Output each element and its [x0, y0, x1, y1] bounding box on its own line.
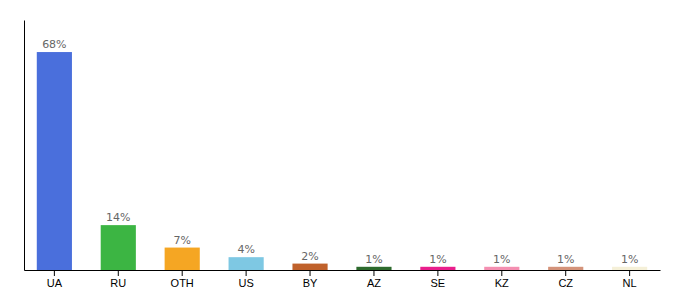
x-tick: US — [238, 270, 253, 289]
x-tick-label: OTH — [171, 277, 194, 289]
bar — [292, 264, 327, 270]
x-tick: UA — [47, 270, 63, 289]
data-label: 1% — [557, 253, 574, 266]
data-labels: 68% 14% 7% 4% 2% 1% 1% 1% 1% 1% — [42, 38, 638, 266]
x-tick-label: US — [238, 277, 253, 289]
data-label: 4% — [237, 243, 254, 256]
bar — [101, 225, 136, 270]
data-label: 1% — [429, 253, 446, 266]
x-tick-label: RU — [110, 277, 126, 289]
x-tick-mark — [118, 270, 119, 276]
x-tick: KZ — [495, 270, 509, 289]
x-tick: OTH — [171, 270, 194, 289]
x-tick-label: AZ — [367, 277, 381, 289]
x-tick-mark — [182, 270, 183, 276]
data-label: 7% — [173, 234, 190, 247]
bar — [612, 267, 647, 270]
x-tick-mark — [373, 270, 374, 276]
x-tick-mark — [310, 270, 311, 276]
bar — [229, 257, 264, 270]
chart: UA RU OTH US BY AZ SE KZ CZ NL 68% 14% 7% 4% 2% 1% 1% 1% 1… — [0, 0, 680, 300]
x-tick-mark — [246, 270, 247, 276]
plot: UA RU OTH US BY AZ SE KZ CZ NL 68% 14% 7% 4% 2% 1% 1% 1% 1… — [25, 21, 661, 289]
x-tick-mark — [501, 270, 502, 276]
bar — [356, 267, 391, 270]
x-tick-label: BY — [303, 277, 318, 289]
x-tick-label: UA — [47, 277, 63, 289]
x-axis-line — [25, 270, 661, 271]
bar — [165, 248, 200, 270]
x-tick: AZ — [367, 270, 381, 289]
x-axis: UA RU OTH US BY AZ SE KZ CZ NL — [25, 270, 661, 289]
bar — [420, 267, 455, 270]
x-tick: NL — [623, 270, 637, 289]
bar — [484, 267, 519, 270]
bars — [37, 52, 647, 270]
x-tick: RU — [110, 270, 126, 289]
x-tick: CZ — [558, 270, 573, 289]
data-label: 1% — [493, 253, 510, 266]
x-tick-label: KZ — [495, 277, 509, 289]
x-tick-label: SE — [431, 277, 446, 289]
data-label: 14% — [106, 211, 130, 224]
x-tick-mark — [54, 270, 55, 276]
y-axis — [24, 21, 25, 271]
data-label: 1% — [365, 253, 382, 266]
data-label: 2% — [301, 250, 318, 263]
x-tick-label: NL — [623, 277, 637, 289]
x-tick-mark — [629, 270, 630, 276]
bar — [548, 267, 583, 270]
x-tick-mark — [565, 270, 566, 276]
x-tick-label: CZ — [558, 277, 573, 289]
data-label: 1% — [621, 253, 638, 266]
bar — [37, 52, 72, 270]
data-label: 68% — [42, 38, 66, 51]
x-tick: SE — [431, 270, 446, 289]
y-axis-line — [24, 21, 25, 271]
x-tick-mark — [437, 270, 438, 276]
x-tick: BY — [303, 270, 318, 289]
